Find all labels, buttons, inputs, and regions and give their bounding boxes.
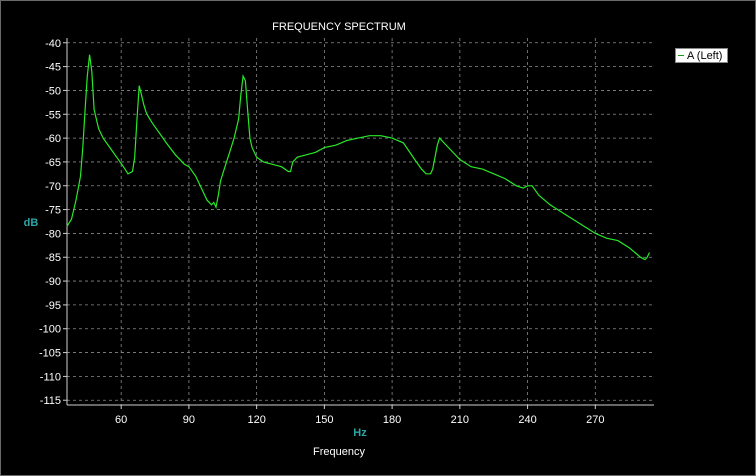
y-tick-label: -45 <box>45 62 61 74</box>
grid-lines <box>67 38 654 405</box>
y-tick-label: -60 <box>45 133 61 145</box>
x-tick-label: 270 <box>586 414 604 426</box>
y-tick-label: -85 <box>45 252 61 264</box>
y-tick-labels: -40 -45 -50 -55 -60 -65 -70 -75 -80 -85 -90 -95 -100… <box>39 38 61 407</box>
y-tick-label: -80 <box>45 228 61 240</box>
x-tick-label: 120 <box>247 414 265 426</box>
x-tick-label: 210 <box>451 414 469 426</box>
y-tick-label: -70 <box>45 181 61 193</box>
y-tick-label: -55 <box>45 109 61 121</box>
y-tick-label: -65 <box>45 157 61 169</box>
chart-title: FREQUENCY SPECTRUM <box>272 21 406 33</box>
axes <box>63 38 654 409</box>
x-tick-label: 150 <box>315 414 333 426</box>
x-tick-label: 60 <box>115 414 127 426</box>
y-tick-label: -75 <box>45 205 61 217</box>
x-tick-label: 240 <box>518 414 536 426</box>
legend-swatch <box>678 55 684 56</box>
y-tick-label: -95 <box>45 300 61 312</box>
x-axis-label: Frequency <box>313 446 365 458</box>
x-tick-label: 90 <box>183 414 195 426</box>
y-axis-label: dB <box>24 217 39 229</box>
y-tick-label: -110 <box>40 371 61 383</box>
y-tick-label: -40 <box>45 38 61 50</box>
x-tick-labels: 60 90 120 150 180 210 240 270 <box>115 414 604 426</box>
series-line-a-left <box>66 54 651 261</box>
x-tick-label: 180 <box>383 414 401 426</box>
legend: A (Left) <box>675 48 728 63</box>
y-tick-label: -50 <box>45 85 61 97</box>
y-tick-label: -115 <box>40 395 61 407</box>
y-tick-label: -90 <box>45 276 61 288</box>
y-tick-label: -105 <box>39 348 61 360</box>
x-axis-unit: Hz <box>353 427 367 439</box>
legend-label: A (Left) <box>687 49 723 62</box>
y-tick-label: -100 <box>39 324 61 336</box>
